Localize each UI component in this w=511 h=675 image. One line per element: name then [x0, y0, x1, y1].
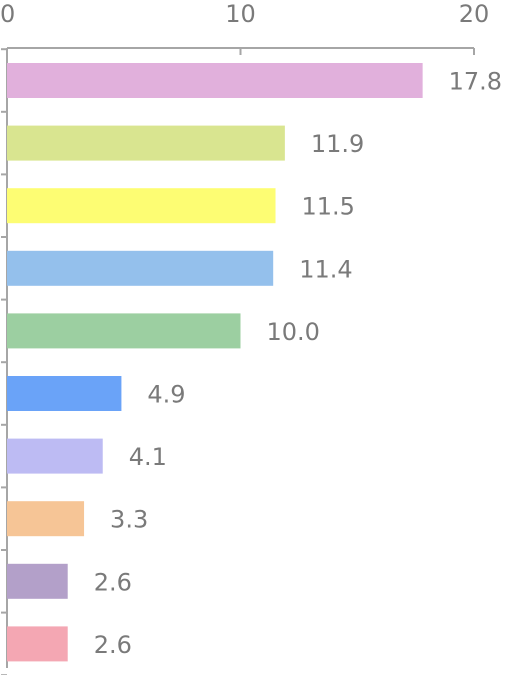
bar-value-label: 11.5: [302, 193, 355, 221]
bar: [7, 125, 285, 161]
bar-value-label: 11.4: [299, 255, 352, 283]
bar: [7, 188, 276, 224]
bar: [7, 501, 85, 537]
bar: [7, 438, 103, 474]
bar-value-label: 2.6: [94, 631, 132, 659]
bar-value-label: 3.3: [110, 506, 148, 534]
x-tick-label: 10: [225, 0, 256, 28]
bar: [7, 563, 68, 599]
bar-value-label: 2.6: [94, 568, 132, 596]
bar-value-label: 4.1: [129, 443, 167, 471]
bar-value-label: 11.9: [311, 130, 364, 158]
bar: [7, 63, 423, 98]
bar-value-label: 4.9: [147, 381, 185, 409]
bar: [7, 250, 274, 286]
x-tick-label: 0: [0, 0, 15, 28]
x-tick-label: 20: [459, 0, 490, 28]
bar: [7, 376, 122, 411]
bar-value-label: 10.0: [267, 318, 320, 346]
bar: [7, 626, 68, 662]
value-labels: 17.8 11.9 11.5 11.4 10.0 4.9 4.1 3.3 2.6 2.6: [94, 68, 502, 659]
bar: [7, 313, 241, 349]
bar-value-label: 17.8: [449, 68, 502, 96]
bars: [7, 63, 423, 662]
